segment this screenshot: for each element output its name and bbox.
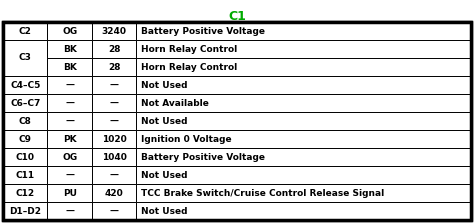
Text: TCC Brake Switch/Cruise Control Release Signal: TCC Brake Switch/Cruise Control Release … xyxy=(141,188,384,198)
Text: 1020: 1020 xyxy=(102,134,127,143)
Text: Not Available: Not Available xyxy=(141,99,210,107)
Bar xyxy=(3,184,47,202)
Bar xyxy=(137,202,471,220)
Text: 420: 420 xyxy=(105,188,124,198)
Text: BK: BK xyxy=(63,62,77,72)
Text: C10: C10 xyxy=(16,153,35,161)
Bar xyxy=(47,22,92,40)
Bar xyxy=(92,184,137,202)
Bar xyxy=(137,40,471,58)
Bar xyxy=(47,202,92,220)
Bar xyxy=(47,148,92,166)
Text: —: — xyxy=(109,81,118,89)
Text: C6–C7: C6–C7 xyxy=(10,99,40,107)
Text: Battery Positive Voltage: Battery Positive Voltage xyxy=(141,153,265,161)
Bar xyxy=(3,40,47,76)
Bar xyxy=(3,112,47,130)
Text: D1–D2: D1–D2 xyxy=(9,206,41,215)
Text: —: — xyxy=(109,171,118,180)
Bar xyxy=(3,202,47,220)
Bar xyxy=(92,202,137,220)
Bar xyxy=(137,58,471,76)
Text: Ignition 0 Voltage: Ignition 0 Voltage xyxy=(141,134,232,143)
Text: 28: 28 xyxy=(108,45,120,54)
Text: Not Used: Not Used xyxy=(141,171,188,180)
Text: C3: C3 xyxy=(19,54,32,62)
Bar xyxy=(47,184,92,202)
Bar xyxy=(47,94,92,112)
Text: BK: BK xyxy=(63,45,77,54)
Text: PU: PU xyxy=(63,188,77,198)
Bar xyxy=(47,166,92,184)
Bar xyxy=(3,130,47,148)
Bar xyxy=(137,94,471,112)
Text: C4–C5: C4–C5 xyxy=(10,81,40,89)
Text: —: — xyxy=(65,81,74,89)
Bar xyxy=(137,184,471,202)
Bar xyxy=(92,58,137,76)
Bar xyxy=(92,94,137,112)
Bar xyxy=(47,40,92,58)
Bar xyxy=(137,112,471,130)
Text: —: — xyxy=(65,99,74,107)
Bar xyxy=(3,22,47,40)
Text: Not Used: Not Used xyxy=(141,206,188,215)
Bar xyxy=(92,40,137,58)
Bar xyxy=(92,166,137,184)
Text: C11: C11 xyxy=(16,171,35,180)
Text: C9: C9 xyxy=(19,134,32,143)
Bar xyxy=(137,22,471,40)
Bar xyxy=(137,130,471,148)
Bar xyxy=(47,76,92,94)
Text: Not Used: Not Used xyxy=(141,116,188,126)
Text: OG: OG xyxy=(62,153,77,161)
Text: Not Used: Not Used xyxy=(141,81,188,89)
Bar xyxy=(47,112,92,130)
Text: 3240: 3240 xyxy=(101,27,127,35)
Bar xyxy=(47,130,92,148)
Bar xyxy=(137,76,471,94)
Text: PK: PK xyxy=(63,134,76,143)
Bar xyxy=(137,148,471,166)
Text: —: — xyxy=(65,116,74,126)
Text: 1040: 1040 xyxy=(102,153,127,161)
Text: C12: C12 xyxy=(16,188,35,198)
Bar xyxy=(3,22,471,220)
Text: —: — xyxy=(65,171,74,180)
Bar xyxy=(3,166,47,184)
Text: —: — xyxy=(65,206,74,215)
Text: —: — xyxy=(109,206,118,215)
Text: Horn Relay Control: Horn Relay Control xyxy=(141,45,237,54)
Text: C1: C1 xyxy=(228,10,246,23)
Text: Battery Positive Voltage: Battery Positive Voltage xyxy=(141,27,265,35)
Text: C8: C8 xyxy=(19,116,32,126)
Bar xyxy=(92,76,137,94)
Bar xyxy=(92,130,137,148)
Bar xyxy=(3,76,47,94)
Bar xyxy=(2,21,472,221)
Bar xyxy=(47,58,92,76)
Bar xyxy=(92,22,137,40)
Text: —: — xyxy=(109,116,118,126)
Bar xyxy=(92,148,137,166)
Text: Horn Relay Control: Horn Relay Control xyxy=(141,62,237,72)
Bar xyxy=(92,112,137,130)
Bar xyxy=(3,148,47,166)
Bar xyxy=(3,94,47,112)
Text: C2: C2 xyxy=(19,27,32,35)
Text: OG: OG xyxy=(62,27,77,35)
Text: —: — xyxy=(109,99,118,107)
Bar xyxy=(137,166,471,184)
Text: 28: 28 xyxy=(108,62,120,72)
